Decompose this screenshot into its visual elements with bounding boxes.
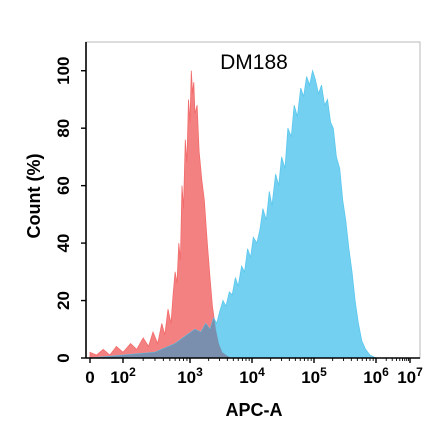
x-tick-label: 106 <box>363 365 389 387</box>
y-axis-title: Count (%) <box>24 154 44 239</box>
y-tick-label: 60 <box>54 176 73 195</box>
chart-title: DM188 <box>220 51 288 74</box>
histogram-series-1 <box>89 70 232 359</box>
x-axis-title: APC-A <box>226 400 283 420</box>
x-tick-label: 102 <box>110 365 136 387</box>
x-tick-label: 0 <box>85 368 94 387</box>
x-tick-label: 107 <box>397 365 423 387</box>
y-tick-label: 0 <box>54 353 73 362</box>
x-tick-label: 103 <box>177 365 203 387</box>
x-tick-label: 104 <box>239 365 265 387</box>
y-tick-label: 100 <box>54 57 73 85</box>
axes-layer <box>85 42 420 359</box>
y-tick-label: 80 <box>54 119 73 138</box>
y-tick-label: 40 <box>54 234 73 253</box>
y-tick-label: 20 <box>54 291 73 310</box>
x-tick-label: 105 <box>301 365 327 387</box>
series-layer <box>89 69 377 359</box>
histogram-series-2 <box>89 69 377 359</box>
ticks-layer: 0 20 40 60 80 100 0 102 103 104 105 106 107 <box>54 57 423 387</box>
